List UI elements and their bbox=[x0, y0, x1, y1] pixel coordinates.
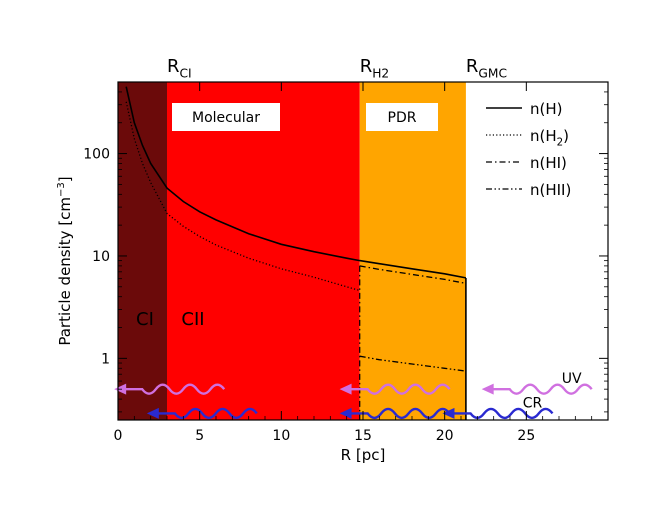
uv-arrowhead bbox=[339, 383, 352, 395]
cr-arrowhead bbox=[339, 407, 352, 419]
x-tick-label: 0 bbox=[114, 428, 123, 444]
x-tick-label: 5 bbox=[195, 428, 204, 444]
region-bands bbox=[118, 82, 466, 420]
pdr-box bbox=[366, 103, 438, 131]
uv-wave bbox=[489, 383, 593, 395]
molecular-box bbox=[172, 103, 280, 131]
cr-wave bbox=[450, 407, 554, 420]
uv-wave bbox=[347, 383, 451, 395]
series-nhii-line bbox=[359, 355, 466, 372]
legend-label: n(H2) bbox=[530, 127, 569, 149]
x-tick-label: 20 bbox=[436, 428, 454, 444]
cr-arrowhead bbox=[146, 407, 159, 419]
x-tick-label: 25 bbox=[517, 428, 535, 444]
legend-label: n(H) bbox=[530, 100, 563, 118]
y-tick-label: 100 bbox=[83, 147, 110, 163]
boundary-label-ci: RCI bbox=[167, 56, 192, 80]
region-molecular bbox=[167, 82, 360, 420]
cr-wave bbox=[154, 407, 258, 420]
cr-arrowhead bbox=[442, 407, 455, 419]
boundary-label-h2: RH2 bbox=[360, 56, 390, 80]
cr-wave bbox=[347, 407, 451, 420]
density-curves bbox=[125, 86, 467, 420]
annotations: RCI RH2 RGMC Molecular PDR CI CII bbox=[136, 56, 507, 330]
x-tick-label: 10 bbox=[272, 428, 290, 444]
pdr-box-label: PDR bbox=[388, 110, 417, 126]
zone-label-cii: CII bbox=[181, 309, 204, 330]
boundary-label-gmc: RGMC bbox=[466, 56, 507, 80]
molecular-box-label: Molecular bbox=[192, 110, 260, 126]
y-tick-label: 10 bbox=[92, 249, 110, 265]
legend-label: n(HII) bbox=[530, 181, 571, 199]
uv-arrowhead bbox=[481, 383, 494, 395]
radiation-arrows: UV CR bbox=[114, 371, 593, 420]
series-nh-line bbox=[125, 86, 467, 279]
legend: n(H) n(H2) n(HI) n(HII) bbox=[486, 100, 571, 199]
uv-label: UV bbox=[562, 371, 582, 387]
uv-wave bbox=[122, 383, 226, 395]
y-axis-title: Particle density [cm−3] bbox=[56, 176, 74, 345]
y-tick-label: 1 bbox=[101, 351, 110, 367]
x-axis-title: R [pc] bbox=[341, 446, 386, 464]
axes: 0 5 10 15 20 25 1 10 100 R [pc] Particle density [… bbox=[56, 81, 609, 464]
cr-label: CR bbox=[523, 395, 543, 411]
zone-label-ci: CI bbox=[136, 309, 154, 330]
x-tick-label: 15 bbox=[354, 428, 372, 444]
legend-label: n(HI) bbox=[530, 154, 567, 172]
region-ci bbox=[118, 82, 167, 420]
